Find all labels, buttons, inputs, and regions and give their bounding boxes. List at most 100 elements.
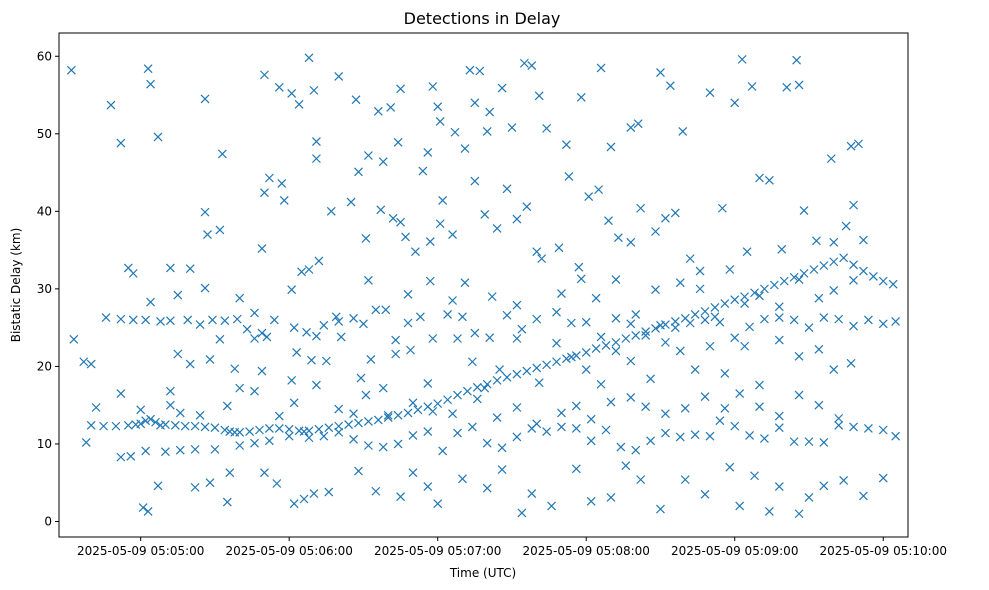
data-point [552, 338, 561, 348]
data-point [435, 116, 445, 126]
data-point [346, 197, 356, 207]
data-point [292, 348, 302, 357]
data-point [626, 356, 636, 366]
data-point [200, 422, 210, 432]
data-point [143, 506, 153, 516]
data-point [208, 315, 217, 325]
data-point [571, 464, 581, 474]
data-point [537, 254, 547, 264]
data-point [482, 438, 492, 448]
data-point [363, 275, 373, 285]
data-point [428, 82, 438, 91]
data-point [403, 289, 413, 299]
data-point [841, 221, 851, 231]
y-tick-label: 0 [44, 514, 52, 528]
data-point [764, 506, 774, 516]
data-point [415, 312, 425, 322]
data-point [512, 369, 522, 379]
data-point [215, 225, 225, 235]
y-tick-label: 40 [37, 204, 52, 218]
data-point [849, 321, 858, 331]
data-point [700, 489, 710, 499]
data-point [361, 234, 371, 243]
data-point [482, 127, 492, 136]
data-point [284, 431, 294, 441]
data-point [373, 415, 383, 425]
data-point [470, 328, 480, 338]
data-point [136, 419, 146, 429]
data-point [557, 289, 566, 298]
y-axis-label: Bistatic Delay (km) [9, 228, 23, 343]
data-point [804, 493, 814, 502]
data-point [675, 432, 685, 442]
data-point [297, 267, 306, 277]
data-point [846, 358, 856, 368]
data-point [700, 315, 710, 325]
data-point [141, 416, 151, 426]
data-point [495, 365, 505, 374]
data-point [814, 344, 824, 354]
data-point [552, 307, 561, 317]
data-point [136, 405, 146, 415]
data-point [735, 501, 745, 511]
data-point [116, 389, 126, 398]
data-point [311, 331, 321, 341]
data-point [834, 314, 844, 324]
data-point [769, 280, 779, 290]
data-point [79, 357, 89, 367]
data-point [760, 314, 769, 324]
data-point [527, 61, 537, 70]
data-point [235, 383, 245, 393]
data-point [287, 285, 297, 295]
data-point [475, 66, 485, 76]
data-point [408, 398, 418, 408]
data-point [789, 315, 799, 325]
data-point [591, 293, 601, 303]
data-point [250, 334, 259, 343]
x-tick-label: 2025-05-09 05:07:00 [374, 544, 501, 558]
data-point [581, 348, 591, 357]
data-point [396, 217, 406, 227]
data-point [433, 499, 443, 509]
data-point [311, 154, 321, 164]
data-point [260, 468, 269, 478]
data-point [737, 54, 747, 64]
data-point [596, 63, 606, 73]
data-point [170, 420, 180, 430]
y-tick-label: 10 [37, 437, 52, 451]
data-point [678, 127, 688, 136]
data-point [458, 474, 467, 484]
data-point [631, 445, 641, 455]
data-point [641, 330, 651, 340]
data-point [611, 275, 621, 284]
data-point [413, 405, 423, 415]
data-point [151, 417, 160, 427]
data-point [363, 441, 373, 450]
data-point [326, 206, 336, 216]
data-point [829, 286, 839, 295]
data-point [467, 357, 477, 367]
data-point [633, 119, 643, 129]
data-point [571, 401, 581, 411]
y-tick-label: 60 [37, 49, 52, 63]
data-point [153, 481, 163, 491]
data-point [309, 489, 319, 499]
data-point [465, 65, 475, 75]
data-point [143, 64, 153, 74]
data-point [165, 263, 175, 273]
data-point [349, 313, 358, 323]
data-point [636, 475, 646, 485]
data-point [299, 494, 309, 504]
data-point [378, 442, 388, 452]
data-point [606, 493, 616, 502]
data-point [740, 341, 750, 351]
data-point [378, 383, 388, 393]
data-point [561, 354, 571, 364]
data-point [839, 475, 849, 485]
data-point [789, 437, 799, 447]
data-point [180, 421, 190, 431]
data-point [497, 443, 507, 453]
data-point [611, 346, 621, 356]
data-point [849, 260, 858, 270]
data-point [250, 386, 259, 396]
